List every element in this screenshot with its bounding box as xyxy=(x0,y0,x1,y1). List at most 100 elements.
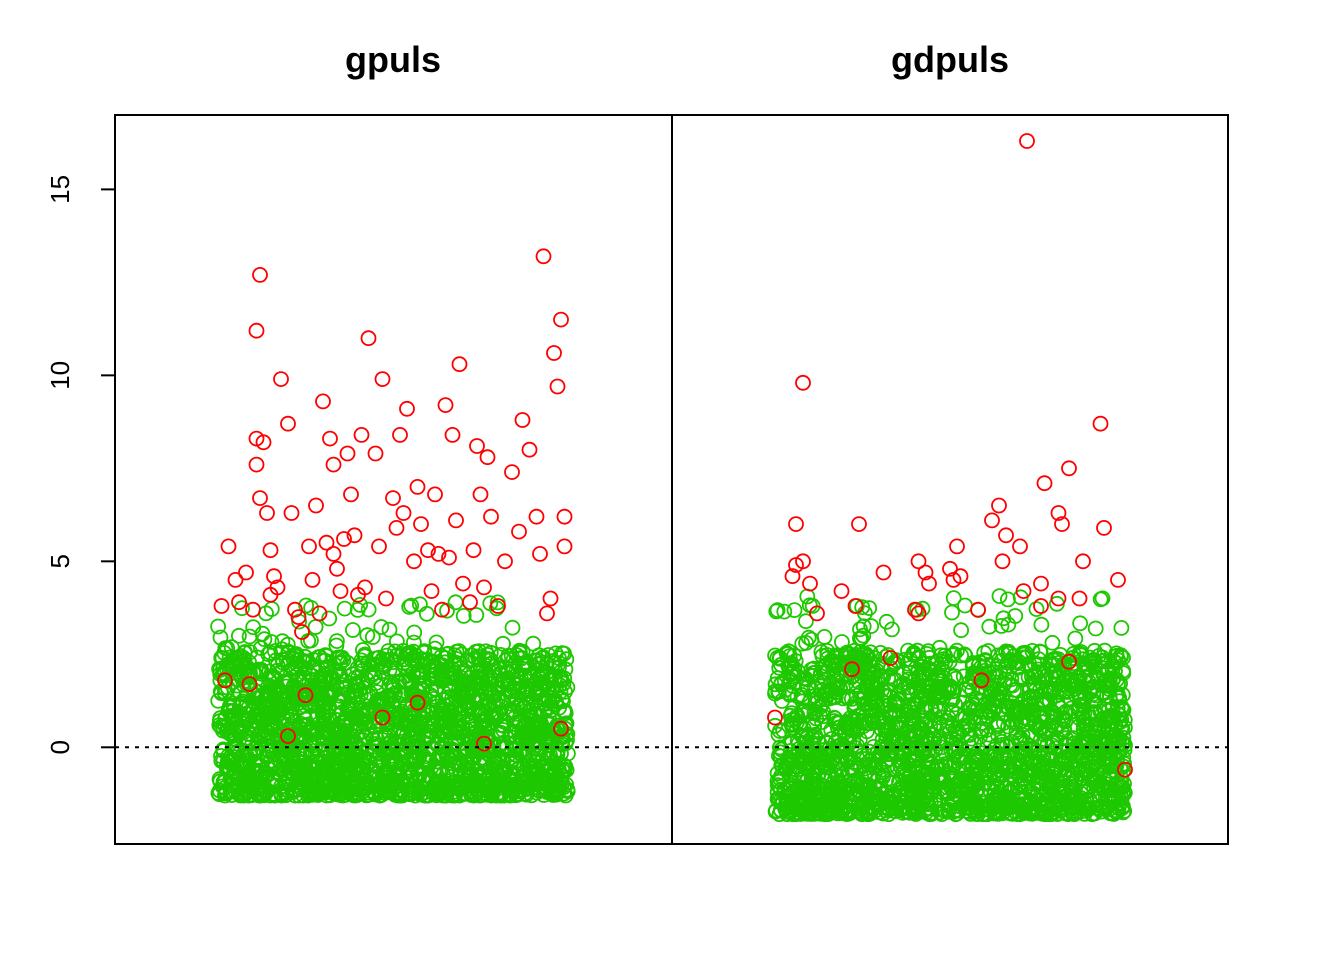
data-point xyxy=(1116,803,1133,819)
data-point xyxy=(768,603,785,620)
data-point xyxy=(915,735,932,752)
highlighted-point xyxy=(301,538,317,555)
highlighted-point xyxy=(304,572,321,588)
data-point xyxy=(981,618,998,635)
data-point xyxy=(279,710,296,727)
highlighted-point xyxy=(325,456,342,473)
data-point xyxy=(944,604,960,621)
data-point xyxy=(324,760,341,776)
highlighted-point xyxy=(311,605,328,622)
data-point xyxy=(1101,779,1117,796)
data-point xyxy=(391,784,408,801)
data-point xyxy=(218,783,235,800)
data-point xyxy=(1030,651,1047,668)
data-point xyxy=(514,726,531,742)
data-point xyxy=(790,663,807,680)
highlighted-point xyxy=(252,266,268,283)
data-point xyxy=(416,734,433,751)
data-point xyxy=(953,647,969,664)
data-point xyxy=(784,774,801,791)
data-point xyxy=(798,734,815,750)
data-point xyxy=(509,698,526,715)
data-point xyxy=(809,790,826,806)
data-point xyxy=(258,741,275,758)
highlighted-point xyxy=(280,415,296,432)
data-point xyxy=(464,700,481,716)
data-point xyxy=(1004,677,1021,694)
data-point xyxy=(1115,763,1132,779)
data-point xyxy=(364,783,381,799)
data-point xyxy=(210,618,227,635)
data-point xyxy=(318,724,335,740)
highlighted-point xyxy=(497,553,513,570)
data-point xyxy=(424,772,441,788)
data-point xyxy=(406,624,423,641)
data-point xyxy=(800,629,817,646)
data-point xyxy=(245,712,262,729)
highlighted-point xyxy=(511,523,527,540)
highlighted-point xyxy=(217,672,233,689)
data-point xyxy=(807,805,824,822)
data-point xyxy=(767,717,783,734)
data-point xyxy=(948,726,964,742)
data-point xyxy=(321,699,338,716)
data-point xyxy=(337,718,354,734)
panel-gpuls-points xyxy=(210,248,576,804)
data-point xyxy=(379,705,396,722)
data-point xyxy=(777,800,794,817)
data-point xyxy=(891,685,907,702)
data-point xyxy=(1103,787,1120,803)
highlighted-point xyxy=(385,490,401,507)
data-point xyxy=(238,666,255,683)
highlighted-point xyxy=(245,601,261,618)
data-point xyxy=(544,653,561,669)
highlighted-point xyxy=(308,497,324,514)
data-point xyxy=(965,749,982,765)
data-point xyxy=(1096,642,1113,659)
data-point xyxy=(815,708,832,725)
panel-gdpuls-points xyxy=(767,133,1133,823)
data-point xyxy=(386,773,403,790)
data-point xyxy=(482,644,499,661)
data-point xyxy=(255,698,272,714)
highlighted-point xyxy=(553,311,569,328)
data-point xyxy=(355,680,372,696)
data-point xyxy=(222,703,239,719)
data-point xyxy=(783,735,800,752)
data-point xyxy=(794,742,811,759)
data-point xyxy=(392,774,409,790)
data-point xyxy=(901,757,917,774)
highlighted-point xyxy=(339,445,356,462)
highlighted-point xyxy=(549,378,566,395)
data-point xyxy=(987,747,1004,764)
data-point xyxy=(345,684,362,701)
data-point xyxy=(899,655,915,672)
data-point xyxy=(946,646,963,662)
highlighted-point xyxy=(556,538,573,555)
data-point xyxy=(441,677,458,694)
data-point xyxy=(819,643,835,659)
data-point xyxy=(1031,708,1048,724)
data-point xyxy=(946,757,962,774)
highlighted-point xyxy=(241,676,258,692)
data-point xyxy=(446,647,463,664)
data-point xyxy=(554,732,571,749)
data-point xyxy=(1009,703,1025,720)
highlighted-point xyxy=(325,546,342,562)
data-point xyxy=(381,621,398,638)
data-point xyxy=(324,670,341,687)
data-point xyxy=(420,729,437,746)
highlighted-point xyxy=(395,505,412,521)
data-point xyxy=(1038,683,1054,699)
highlighted-point xyxy=(553,720,569,737)
data-point xyxy=(958,799,974,816)
data-point xyxy=(827,647,844,664)
data-point xyxy=(780,757,796,774)
data-point xyxy=(337,764,354,781)
data-point xyxy=(482,652,499,668)
highlighted-point xyxy=(318,534,335,551)
data-point xyxy=(967,766,983,783)
data-point xyxy=(545,787,562,803)
y-tick-label: 10 xyxy=(45,361,75,390)
data-point xyxy=(525,635,542,652)
